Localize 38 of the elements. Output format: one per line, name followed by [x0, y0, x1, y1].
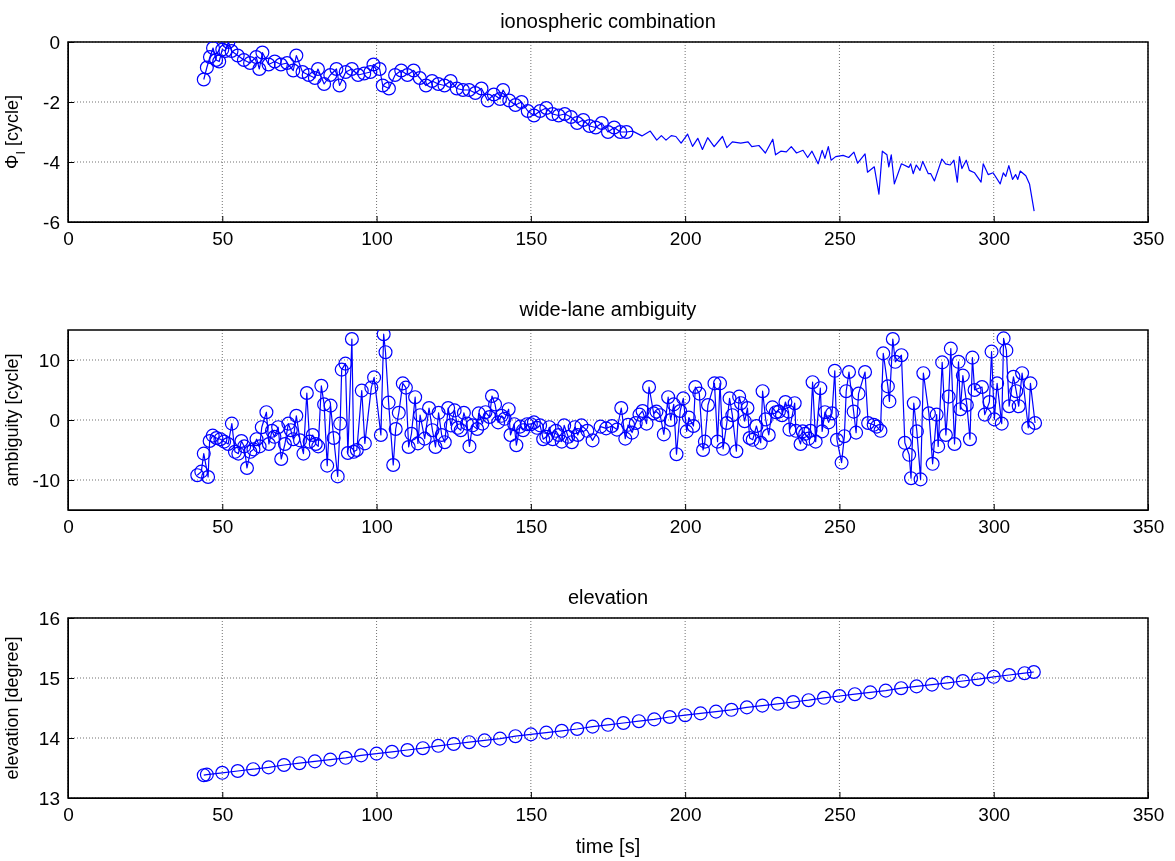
x-tick-label: 50	[212, 516, 234, 538]
x-tick-label: 300	[978, 228, 1011, 250]
x-tick-label: 200	[669, 516, 702, 538]
y-tick-label: 0	[49, 409, 60, 431]
x-tick-label: 250	[824, 804, 856, 826]
y-axis-title: elevation [degree]	[2, 636, 22, 780]
x-tick-label: 350	[1132, 228, 1165, 250]
x-tick-label: 100	[361, 516, 393, 538]
x-tick-label: 150	[515, 516, 548, 538]
x-axis-title: time [s]	[575, 835, 641, 857]
x-tick-label: 150	[515, 228, 548, 250]
chart-title: ionospheric combination	[500, 10, 716, 32]
y-axis-title: ambiguity [cycle]	[2, 353, 22, 487]
y-tick-label: 14	[38, 727, 61, 749]
x-tick-label: 250	[824, 516, 856, 538]
y-tick-label: -4	[43, 151, 61, 173]
chart-title: elevation	[567, 586, 649, 608]
y-tick-label: 16	[38, 607, 60, 629]
x-tick-label: 300	[978, 804, 1011, 826]
x-tick-label: 350	[1132, 516, 1165, 538]
y-tick-label: 10	[38, 349, 60, 371]
x-tick-label: 250	[824, 228, 856, 250]
x-tick-label: 100	[361, 804, 393, 826]
x-tick-label: 200	[669, 804, 702, 826]
x-tick-label: 350	[1132, 804, 1165, 826]
x-tick-label: 300	[978, 516, 1011, 538]
y-tick-label: 15	[38, 667, 60, 689]
y-tick-label: -10	[32, 469, 60, 491]
y-tick-label: 0	[49, 31, 60, 53]
x-tick-label: 50	[212, 228, 234, 250]
x-tick-label: 100	[361, 228, 393, 250]
y-tick-label: -6	[43, 211, 60, 233]
x-tick-label: 200	[669, 228, 702, 250]
x-tick-label: 150	[515, 804, 548, 826]
y-tick-label: -2	[43, 91, 60, 113]
y-tick-label: 13	[38, 787, 60, 809]
x-tick-label: 50	[212, 804, 234, 826]
chart-title: wide-lane ambiguity	[518, 298, 697, 320]
